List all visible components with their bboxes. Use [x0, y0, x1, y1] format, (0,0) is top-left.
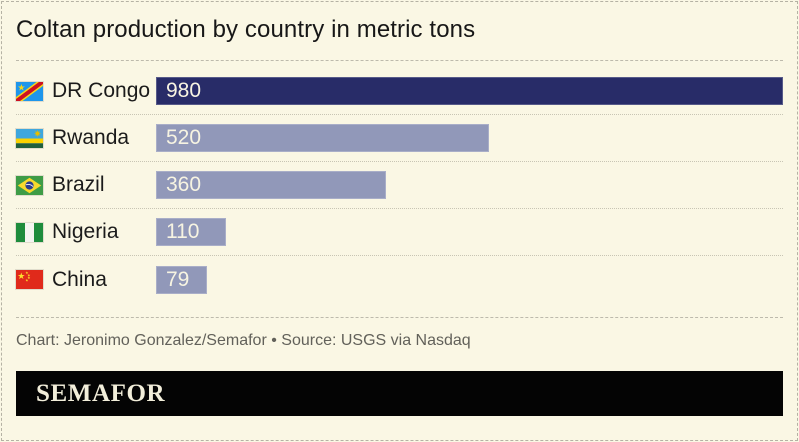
chart-title: Coltan production by country in metric t… — [16, 16, 476, 43]
svg-text:★: ★ — [27, 276, 30, 280]
bar-rows: ★ DR Congo 980 Rwanda 520 Brazil 360 Nigeria 110… — [15, 68, 783, 303]
country-label-rwanda: Rwanda — [52, 126, 130, 149]
dr-congo-flag-icon: ★ — [15, 80, 44, 102]
bar-track-nigeria: 110 — [156, 218, 783, 246]
bar-row-china: ★ ★ ★ ★ ★ China 79 — [15, 256, 783, 303]
bar-china: 79 — [156, 265, 207, 294]
bar-value-brazil: 360 — [166, 173, 202, 196]
bar-nigeria: 110 — [156, 218, 227, 246]
bar-value-china: 79 — [166, 267, 190, 291]
country-label-nigeria: Nigeria — [52, 220, 119, 243]
bar-track-china: 79 — [156, 265, 783, 294]
label-cell-china: ★ ★ ★ ★ ★ China — [15, 267, 156, 292]
svg-text:★: ★ — [17, 272, 25, 282]
nigeria-flag-icon — [15, 221, 44, 243]
semafor-logo-bar: SEMAFOR — [16, 371, 783, 416]
bar-brazil: 360 — [156, 171, 387, 199]
svg-text:★: ★ — [25, 278, 28, 282]
label-cell-rwanda: Rwanda — [15, 126, 156, 150]
footer-divider — [16, 317, 783, 318]
label-cell-brazil: Brazil — [15, 173, 156, 197]
country-label-brazil: Brazil — [52, 173, 105, 196]
bar-value-rwanda: 520 — [166, 126, 202, 149]
bar-row-brazil: Brazil 360 — [15, 162, 783, 209]
bar-row-dr-congo: ★ DR Congo 980 — [15, 68, 783, 115]
svg-text:★: ★ — [25, 271, 28, 275]
chart-caption: Chart: Jeronimo Gonzalez/Semafor • Sourc… — [16, 332, 471, 349]
title-divider — [16, 60, 783, 61]
bar-value-dr-congo: 980 — [166, 79, 202, 102]
bar-row-rwanda: Rwanda 520 — [15, 115, 783, 162]
china-flag-icon: ★ ★ ★ ★ ★ — [15, 269, 44, 290]
bar-track-rwanda: 520 — [156, 124, 783, 152]
bar-dr-congo: 980 — [156, 77, 783, 105]
brazil-flag-icon — [15, 174, 44, 196]
label-cell-dr-congo: ★ DR Congo — [15, 79, 156, 103]
rwanda-flag-icon — [15, 127, 44, 149]
country-label-china: China — [52, 267, 107, 291]
bar-value-nigeria: 110 — [166, 220, 200, 243]
bar-track-brazil: 360 — [156, 171, 783, 199]
semafor-logo: SEMAFOR — [36, 379, 166, 407]
svg-text:★: ★ — [17, 83, 25, 93]
bar-row-nigeria: Nigeria 110 — [15, 209, 783, 256]
label-cell-nigeria: Nigeria — [15, 220, 156, 244]
country-label-dr-congo: DR Congo — [52, 79, 151, 102]
bar-track-dr-congo: 980 — [156, 77, 783, 105]
bar-rwanda: 520 — [156, 124, 489, 152]
svg-text:★: ★ — [27, 273, 30, 277]
